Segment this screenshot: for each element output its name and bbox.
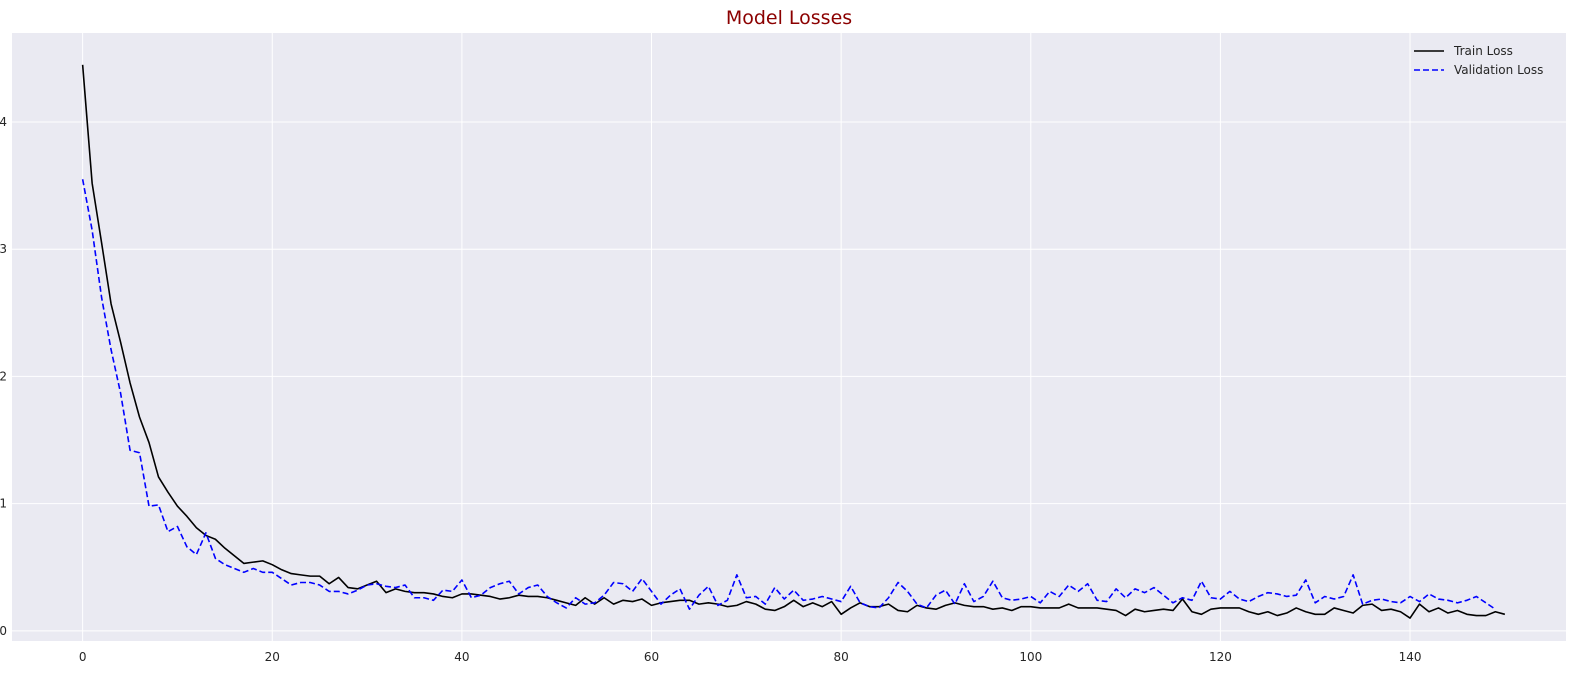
legend-label-validation-loss: Validation Loss: [1454, 63, 1543, 77]
y-tick-label: 3: [0, 242, 7, 256]
y-tick-label: 2: [0, 369, 7, 383]
x-tick-label: 80: [834, 650, 849, 664]
grid: [12, 33, 1566, 641]
series-line-train-loss: [81, 64, 1506, 619]
x-tick-label: 0: [79, 650, 87, 664]
axis-ticks: 0 20 40 60 80 100 120 140 0 1 2 3 4: [0, 115, 1421, 664]
y-tick-label: 4: [0, 115, 7, 129]
x-tick-label: 40: [454, 650, 469, 664]
x-tick-label: 120: [1209, 650, 1232, 664]
series-line-validation-loss: [81, 179, 1496, 611]
x-tick-label: 20: [265, 650, 280, 664]
plot-area: [12, 33, 1566, 641]
x-tick-label: 60: [644, 650, 659, 664]
x-tick-label: 100: [1019, 650, 1042, 664]
y-tick-label: 1: [0, 497, 7, 511]
chart-title: Model Losses: [726, 7, 852, 29]
x-tick-label: 140: [1399, 650, 1422, 664]
y-tick-label: 0: [0, 624, 7, 638]
legend: Train Loss Validation Loss: [1414, 44, 1543, 77]
legend-label-train-loss: Train Loss: [1453, 44, 1513, 58]
series-lines: [81, 64, 1506, 619]
